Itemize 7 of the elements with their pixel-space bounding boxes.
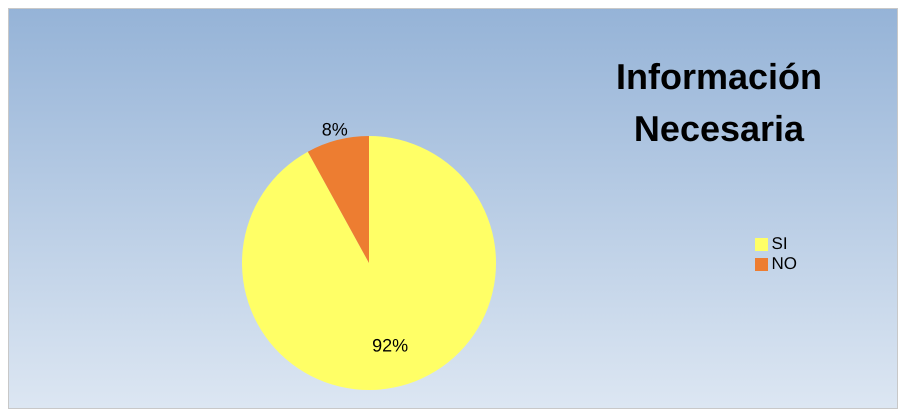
chart-title: Información Necesaria	[614, 55, 823, 151]
data-label: 92%	[372, 335, 408, 356]
legend-label: SI	[772, 234, 788, 254]
data-label: 8%	[322, 120, 348, 140]
legend-label: NO	[772, 254, 797, 274]
pie-slice	[242, 136, 496, 390]
pie-slice	[308, 136, 369, 263]
